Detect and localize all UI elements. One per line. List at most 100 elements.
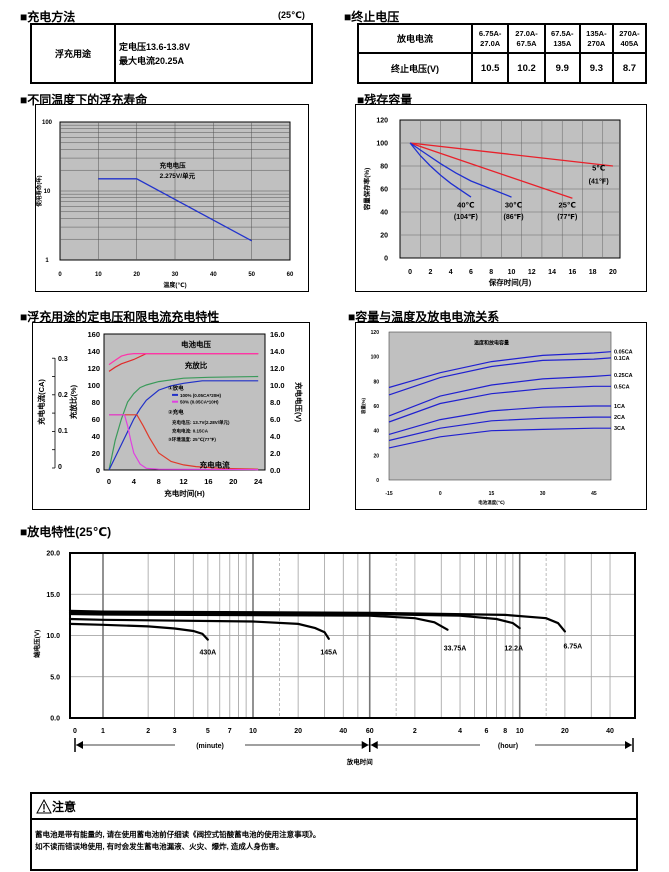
series-label: 145A	[320, 649, 337, 656]
x-tick-label: 40	[210, 272, 217, 278]
x-tick-label: 3	[173, 728, 177, 735]
x-tick-label: 0	[439, 491, 442, 497]
chart-title: 温度和放电容量	[474, 339, 509, 346]
x-tick-label: 10	[508, 269, 516, 276]
y-axis-label-voltage: 充电电压(V)	[294, 382, 304, 422]
x-tick-label: 4	[458, 728, 462, 735]
arrow-head	[361, 741, 369, 749]
section-title-end-voltage: ■终止电压	[344, 10, 400, 24]
series-label: 12.2A	[504, 645, 523, 652]
residual-capacity-line	[409, 142, 472, 198]
charge-line-ratio-50	[108, 375, 259, 471]
float-life-line	[98, 178, 253, 242]
series-label: 430A	[199, 649, 216, 656]
legend-item: 充电电压: 13.7V(2.28V/单元)	[172, 419, 230, 426]
section-title-charging-method: ■充电方法	[20, 10, 76, 24]
x-axis-label: 放电时间	[346, 757, 374, 766]
capacity-line	[388, 385, 611, 423]
x-tick-label: 30	[540, 491, 546, 497]
y-tick-label: 80	[373, 379, 379, 385]
x-tick-label: 0	[73, 728, 77, 735]
current-range: 270A-405A	[611, 23, 648, 54]
residual-capacity-line	[409, 142, 573, 199]
discharge-curve	[68, 622, 209, 641]
y-tick-label: 80	[92, 398, 100, 407]
y-right-tick-label: 12.0	[270, 364, 285, 373]
caution-header: 注意	[32, 794, 636, 820]
residual-capacity-line	[410, 142, 613, 167]
plot-border	[69, 552, 636, 719]
capacity-line	[388, 374, 612, 417]
constant-voltage-spec: 定电压13.6-13.8V	[119, 41, 191, 52]
y-tick-label: 40	[380, 210, 388, 217]
capacity-line	[388, 405, 611, 435]
y-tick-label: 5.0	[50, 674, 60, 681]
plot-area	[103, 333, 266, 471]
discharge-curve	[68, 611, 521, 630]
x-tick-label: 20	[229, 477, 237, 486]
charging-method-table: 浮充用途 定电压13.6-13.8V 最大电流20.25A	[30, 23, 313, 84]
section-title-capacity-temperature: ■容量与温度及放电电流关系	[348, 310, 500, 324]
y-tick-label: 20	[92, 449, 100, 458]
section-title-residual-capacity: ■残存容量	[357, 93, 413, 107]
y-tick-label: 20	[380, 233, 388, 240]
x-tick-label: 20	[294, 728, 302, 735]
float-life-chart: 0 10 20 30 40 50 60 1 10 100 温度(℃) 使用寿命(年) 充电电压 2.275…	[35, 120, 294, 289]
y-tick-label: 120	[87, 364, 100, 373]
series-label: 1CA	[614, 404, 625, 410]
ca-tick-label: 0.2	[58, 392, 68, 399]
y-tick-label: 140	[87, 347, 100, 356]
x-tick-label: 20	[561, 728, 569, 735]
legend-heading: ①放电	[168, 384, 184, 392]
x-tick-label: 10	[516, 728, 524, 735]
y-tick-label: 20.0	[46, 551, 60, 558]
charge-line-voltage-50	[108, 353, 259, 366]
x-tick-label: 16	[204, 477, 212, 486]
y-tick-label: 15.0	[46, 592, 60, 599]
series-label: 6.75A	[564, 644, 583, 651]
float-use-label: 浮充用途	[30, 23, 116, 84]
capacity-line	[388, 357, 612, 396]
y-tick-label: 160	[87, 330, 100, 339]
annotation-text: 2.275V/单元	[160, 171, 196, 180]
y-right-tick-label: 10.0	[270, 381, 285, 390]
y-tick-label: 10.0	[46, 633, 60, 640]
end-voltage-table: 放电电流 6.75A-27.0A 27.0A-67.5A 67.5A-135A …	[357, 23, 648, 84]
y-tick-label: 100	[371, 355, 380, 361]
series-label: 33.75A	[444, 645, 467, 652]
x-tick-label: 60	[366, 728, 374, 735]
series-label: 40℃	[457, 200, 474, 209]
end-voltage-value: 10.2	[507, 52, 546, 84]
series-label: (86℉)	[504, 213, 524, 221]
series-label: 0.05CA	[614, 350, 633, 356]
y-right-tick-label: 2.0	[270, 449, 280, 458]
x-tick-label: -15	[385, 491, 392, 497]
x-tick-label: 5	[206, 728, 210, 735]
capacity-line	[388, 351, 612, 389]
x-tick-label: 18	[589, 269, 597, 276]
y-tick-label: 100	[376, 141, 388, 148]
x-tick-label: 15	[489, 491, 495, 497]
capacity-temperature-chart: -15 0 15 30 45 0 20 40 60 80 100 120 电池温度(℃) 容量(%) 温度和…	[360, 330, 633, 506]
y-axis-label-ca: 充电电流(CA)	[36, 379, 46, 425]
warning-triangle-icon	[36, 798, 52, 813]
caution-title: 注意	[52, 799, 77, 814]
legend-heading: ②充电	[168, 408, 184, 416]
x-tick-label: 0	[107, 477, 111, 486]
section-title-float-life: ■不同温度下的浮充寿命	[20, 93, 148, 107]
end-voltage-value: 10.5	[470, 52, 510, 84]
series-label: (104℉)	[454, 213, 478, 221]
x-tick-label: 20	[133, 272, 140, 278]
y-tick-label: 40	[373, 429, 379, 435]
y-tick-label: 0.0	[50, 716, 60, 723]
ca-tick-label: 0.1	[58, 428, 68, 435]
end-voltage-value: 9.9	[543, 52, 581, 84]
y-tick-label: 60	[373, 404, 379, 410]
caution-line: 蓄电池是带有能量的, 请在使用蓄电池前仔细读《阀控式铅酸蓄电池的使用注意事项》。	[35, 830, 321, 839]
end-voltage-value: 9.3	[578, 52, 614, 84]
y-axis-label: 端电压(V)	[32, 630, 41, 658]
x-tick-label: 1	[101, 728, 105, 735]
y-tick-label: 120	[376, 118, 388, 125]
x-axis-label: 温度(℃)	[163, 281, 186, 289]
x-tick-label: 10	[249, 728, 257, 735]
